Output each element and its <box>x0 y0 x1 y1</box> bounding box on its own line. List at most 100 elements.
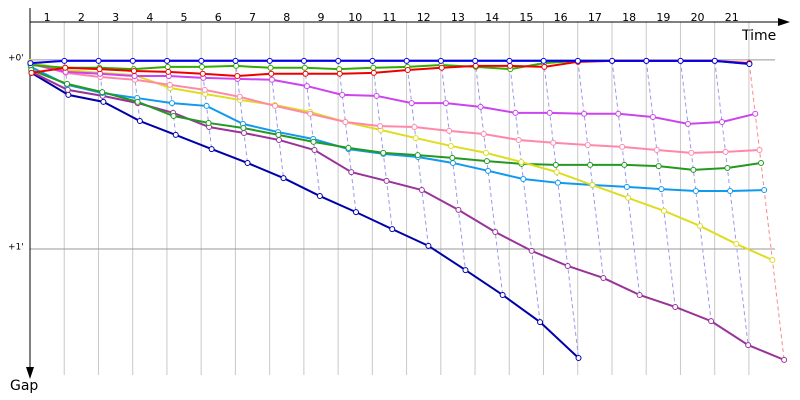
point <box>65 91 72 98</box>
lap-connector <box>371 60 393 230</box>
x-tick-label: 8 <box>283 11 290 24</box>
x-tick-label: 20 <box>691 11 705 24</box>
point <box>100 98 107 105</box>
x-tick-label: 7 <box>249 11 256 24</box>
point <box>311 147 318 154</box>
point <box>692 188 699 194</box>
point <box>575 354 582 361</box>
point <box>541 63 548 70</box>
lap-connector <box>577 60 604 279</box>
point <box>403 57 410 64</box>
point <box>437 57 444 64</box>
point <box>198 63 205 70</box>
point <box>268 70 275 77</box>
point <box>677 57 684 64</box>
point <box>636 291 643 298</box>
point <box>653 147 660 154</box>
lap-connector <box>440 60 466 271</box>
point <box>554 179 561 186</box>
point <box>537 319 544 326</box>
point <box>506 57 513 64</box>
point <box>377 123 384 130</box>
point <box>62 64 69 71</box>
point <box>28 69 35 76</box>
point <box>660 207 667 214</box>
x-tick-label: 12 <box>417 11 431 24</box>
x-tick-label: 9 <box>317 11 324 24</box>
point <box>752 110 759 117</box>
lap-connector <box>543 60 580 359</box>
point <box>412 135 419 142</box>
point <box>203 102 210 109</box>
point <box>198 57 205 64</box>
point <box>370 69 377 76</box>
point <box>418 187 425 194</box>
point <box>280 175 287 182</box>
point <box>199 70 206 77</box>
x-tick-label: 4 <box>146 11 153 24</box>
point <box>64 86 71 93</box>
point <box>615 110 622 117</box>
point <box>485 167 492 174</box>
point <box>655 163 662 170</box>
point <box>684 120 691 127</box>
point <box>300 57 307 64</box>
point <box>169 100 176 107</box>
point <box>442 100 449 107</box>
point <box>352 209 359 216</box>
point <box>758 159 765 166</box>
point <box>383 177 390 184</box>
point <box>761 187 768 194</box>
y-axis-label: Gap <box>10 378 38 394</box>
point <box>483 158 490 165</box>
lap-connector <box>714 60 749 346</box>
point <box>619 143 626 150</box>
point <box>404 67 411 74</box>
point <box>373 92 380 99</box>
point <box>546 109 553 116</box>
y-tick-label: +0' <box>8 53 24 63</box>
point <box>99 89 106 96</box>
point <box>244 159 251 166</box>
point <box>696 222 703 229</box>
point <box>540 57 547 64</box>
point <box>301 64 308 71</box>
point <box>240 130 247 137</box>
x-tick-label: 18 <box>622 11 636 24</box>
y-tick-label: +1' <box>8 242 24 252</box>
point <box>477 103 484 110</box>
x-tick-label: 5 <box>181 11 188 24</box>
x-tick-label: 16 <box>554 11 568 24</box>
point <box>722 148 729 155</box>
lap-connector <box>645 60 676 308</box>
point <box>574 57 581 64</box>
lap-connector <box>337 60 357 213</box>
point <box>27 60 34 67</box>
point <box>342 119 349 125</box>
point <box>236 93 243 100</box>
point <box>672 303 679 310</box>
point <box>438 64 445 71</box>
series-line <box>30 59 750 71</box>
point <box>205 119 212 126</box>
x-tick-label: 17 <box>588 11 602 24</box>
point <box>411 124 418 131</box>
series-line <box>30 65 765 192</box>
point <box>623 183 630 190</box>
point <box>449 154 456 161</box>
point <box>131 73 138 79</box>
point <box>130 67 137 74</box>
point <box>552 161 559 168</box>
point <box>746 61 753 68</box>
point <box>380 149 387 156</box>
point <box>336 66 343 73</box>
point <box>643 57 650 64</box>
x-tick-label: 11 <box>382 11 396 24</box>
point <box>310 138 317 145</box>
x-tick-label: 13 <box>451 11 465 24</box>
x-tick-label: 19 <box>656 11 670 24</box>
point <box>208 146 215 153</box>
lap-connector <box>474 60 504 296</box>
x-tick-label: 6 <box>215 11 222 24</box>
